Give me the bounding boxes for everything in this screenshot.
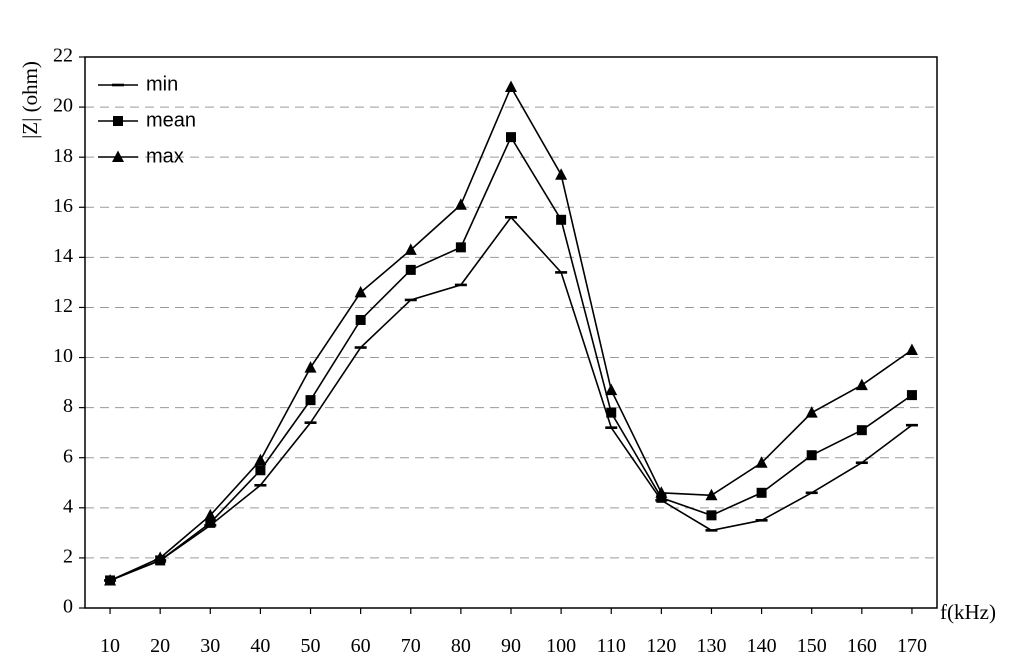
data-point-max [204,508,217,521]
y-tick-label: 20 [53,95,73,117]
data-point-mean [455,242,466,253]
data-point-max [354,285,367,298]
x-tick-label: 90 [501,635,521,657]
data-point-max [555,168,568,180]
y-axis-ticks: 0 2 4 6 8 10 12 14 16 18 20 22 [53,45,85,618]
data-point-max [505,80,517,93]
data-point-max [855,378,868,391]
x-tick-label: 130 [696,635,726,657]
data-point-mean [255,465,266,476]
data-point-max [254,453,267,466]
data-point-max [454,198,467,210]
x-tick-label: 10 [100,635,120,657]
data-point-max [404,243,417,255]
series-line-mean [109,135,913,582]
x-tick-label: 170 [897,635,927,657]
data-point-mean [906,390,917,401]
data-point-mean [656,492,667,503]
legend: min mean max [98,73,196,167]
x-tick-label: 60 [351,635,371,657]
grid-lines [85,106,937,559]
data-point-mean [856,425,867,436]
data-markers [104,80,918,586]
series-lines [109,85,913,582]
y-tick-label: 0 [63,596,73,618]
y-axis-label: |Z| (ohm) [18,61,42,139]
legend-marker-mean [113,116,123,126]
data-point-mean [556,214,567,225]
legend-label-mean: mean [146,109,196,131]
x-axis-ticks: 10 20 30 40 50 60 70 80 90 100 110 120 130 140 150 160 1… [100,608,927,657]
x-tick-label: 30 [200,635,220,657]
data-point-max [805,406,818,418]
x-tick-label: 140 [747,635,777,657]
data-point-mean [806,450,817,461]
data-point-mean [506,132,516,143]
x-tick-label: 40 [250,635,270,657]
y-tick-label: 12 [53,295,73,317]
data-point-mean [405,264,416,275]
data-point-mean [355,314,366,325]
data-point-mean [205,517,216,528]
data-point-max [755,456,768,468]
y-tick-label: 14 [53,245,73,267]
y-tick-label: 2 [63,546,73,568]
data-point-max [154,551,167,563]
x-tick-label: 50 [301,635,321,657]
data-point-mean [606,407,617,418]
y-tick-label: 18 [53,145,73,167]
x-tick-label: 80 [451,635,471,657]
data-point-mean [706,510,717,521]
data-point-mean [756,487,767,498]
x-tick-label: 20 [150,635,170,657]
data-point-max [905,343,918,356]
data-point-max [104,573,117,586]
y-tick-label: 8 [63,395,73,417]
legend-label-max: max [146,145,184,167]
data-point-max [705,488,718,501]
data-point-max [304,361,317,373]
data-point-max [655,486,668,498]
y-tick-label: 16 [53,195,73,217]
data-point-mean [305,395,316,406]
y-tick-label: 22 [53,45,73,67]
series-line-max [109,85,913,582]
y-tick-label: 6 [63,445,73,467]
data-point-max [605,383,618,396]
y-tick-label: 10 [53,345,73,367]
series-line-min [109,216,913,582]
y-tick-label: 4 [63,495,73,517]
x-tick-label: 110 [597,635,626,657]
legend-marker-max [112,150,124,162]
x-tick-label: 160 [847,635,877,657]
x-tick-label: 120 [646,635,676,657]
x-tick-label: 70 [401,635,421,657]
legend-label-min: min [146,73,178,95]
x-axis-label: f(kHz) [940,600,996,624]
x-tick-label: 150 [797,635,827,657]
x-tick-label: 100 [546,635,576,657]
